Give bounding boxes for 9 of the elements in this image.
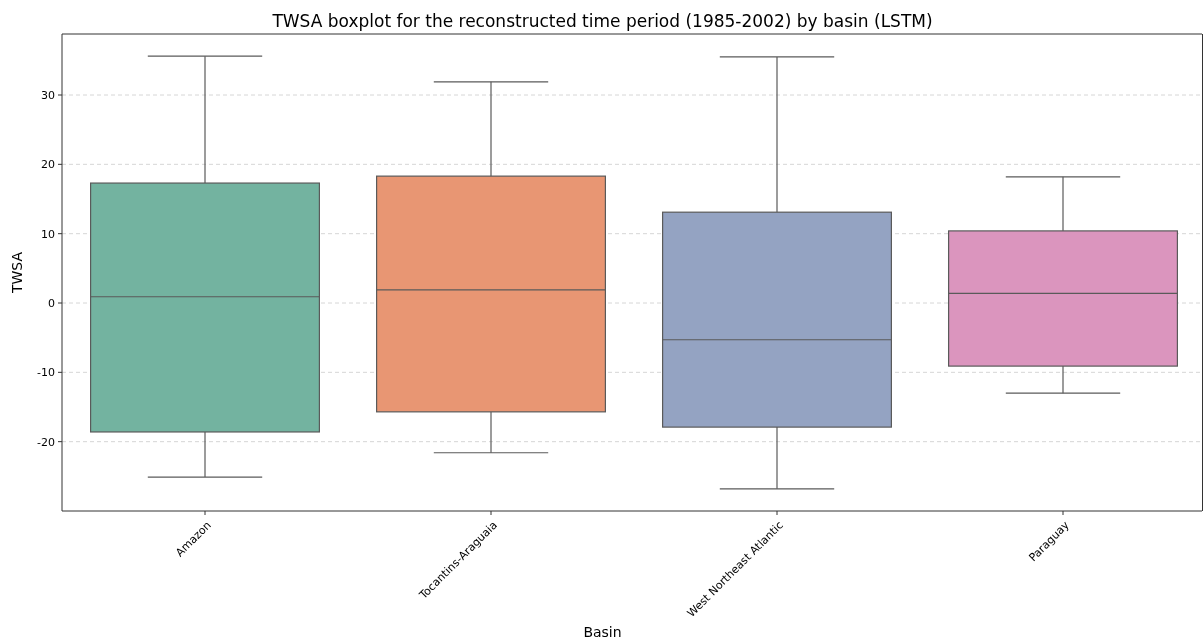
x-axis-title: Basin: [583, 624, 622, 640]
y-tick-label: 0: [48, 296, 55, 310]
y-tick-label: 20: [41, 158, 55, 172]
y-tick-label: -20: [37, 435, 55, 449]
chart-title: TWSA boxplot for the reconstructed time period (1985-2002) by basin (LSTM): [271, 11, 933, 31]
y-tick-label: -10: [37, 366, 55, 380]
y-axis-title: TWSA: [9, 251, 25, 295]
y-tick-label: 10: [41, 227, 55, 241]
y-tick-label: 30: [41, 88, 55, 102]
